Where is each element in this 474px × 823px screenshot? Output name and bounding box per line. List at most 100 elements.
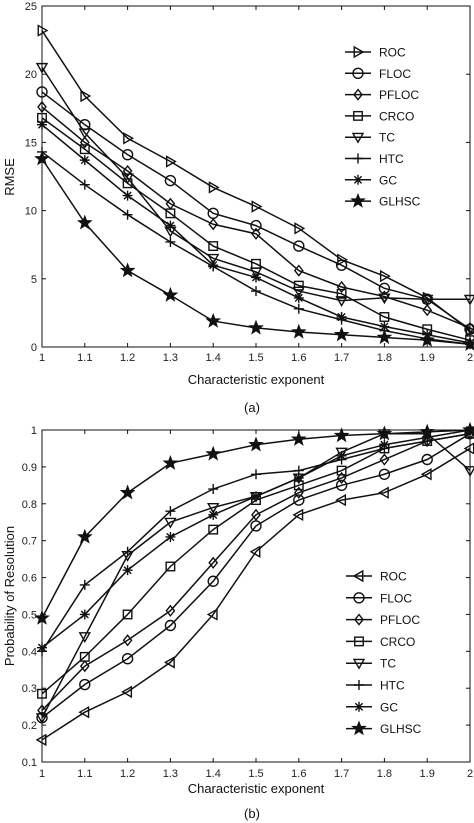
data-point <box>163 656 175 669</box>
x-tick-label: 1.5 <box>248 352 263 364</box>
data-point <box>251 200 263 213</box>
data-point <box>119 484 136 500</box>
legend-marker <box>353 592 365 604</box>
data-point <box>122 609 133 620</box>
legend-label: ROC <box>379 46 406 60</box>
legend-entry-tc: TC <box>346 657 396 671</box>
data-point <box>293 280 304 291</box>
rmse-chart: 1 1.1 1.2 1.3 1.4 1.5 1.6 1.7 1.8 1.9 2 0 5 10 15 20 25… <box>2 1 474 415</box>
data-point <box>208 181 220 194</box>
series-floc <box>36 86 474 335</box>
data-point <box>379 453 390 466</box>
data-point <box>78 128 92 140</box>
data-point <box>208 218 219 231</box>
data-point <box>335 493 347 507</box>
y-tick-label: 0.9 <box>22 462 37 474</box>
x-tick-label: 1.2 <box>120 352 135 364</box>
legend: ROC FLOC PFLOC CRCO TC HTC GC GLHSC <box>346 570 422 736</box>
data-point <box>79 579 90 590</box>
data-point <box>336 280 347 294</box>
y-tick-label: 0.3 <box>22 683 37 695</box>
x-tick-label: 2 <box>467 352 473 364</box>
legend-marker <box>352 658 366 670</box>
data-point <box>251 508 261 521</box>
data-point <box>208 241 219 252</box>
series-line <box>41 432 471 711</box>
data-point <box>421 453 433 466</box>
legend-marker <box>354 636 364 647</box>
x-tick-label: 1.1 <box>77 352 92 364</box>
x-axis-label: Characteristic exponent <box>188 781 325 796</box>
series-line <box>41 429 471 619</box>
data-point <box>462 421 474 437</box>
data-point <box>293 264 304 277</box>
data-point <box>293 472 304 483</box>
x-tick-label: 1.3 <box>163 352 178 364</box>
series-tc <box>35 62 474 308</box>
data-point <box>335 296 348 308</box>
series-line <box>41 91 471 330</box>
data-point <box>248 436 264 452</box>
probability-chart: 1 1.1 1.2 1.3 1.4 1.5 1.6 1.7 1.8 1.9 2 0.10.20.30… <box>2 421 474 821</box>
legend-label: PFLOC <box>379 88 419 102</box>
data-point <box>37 24 49 37</box>
series-line <box>41 447 471 741</box>
data-point <box>336 311 347 322</box>
data-point <box>293 486 304 499</box>
series-line <box>41 151 471 346</box>
x-tick-label: 2 <box>467 768 473 780</box>
data-point <box>34 609 50 625</box>
x-tick-label: 1.7 <box>334 768 349 780</box>
data-point <box>206 608 218 621</box>
x-tick-label: 1.2 <box>120 768 135 780</box>
y-tick-label: 15 <box>25 137 37 149</box>
legend-entry-pfloc: PFLOC <box>346 613 420 627</box>
data-point <box>251 491 261 502</box>
data-point <box>422 304 433 317</box>
data-point <box>122 634 133 647</box>
x-tick-label: 1.8 <box>377 352 392 364</box>
data-point <box>419 331 436 347</box>
legend-marker <box>353 174 363 185</box>
data-point <box>206 503 220 514</box>
data-point <box>205 312 222 328</box>
series-line <box>41 66 470 302</box>
data-point <box>293 292 304 303</box>
series-roc <box>37 24 474 337</box>
legend-entry-glhsc: GLHSC <box>346 720 422 736</box>
series-roc <box>35 442 474 747</box>
y-tick-label: 0.8 <box>22 499 37 511</box>
data-point <box>76 214 93 230</box>
data-point <box>208 509 219 520</box>
data-point <box>290 430 307 446</box>
x-tick-label: 1.4 <box>206 768 221 780</box>
legend-label: FLOC <box>380 591 412 605</box>
x-tick-label: 1.3 <box>163 768 178 780</box>
legend: ROC FLOC PFLOC CRCO TC HTC GC GLHSC <box>345 46 421 209</box>
data-point <box>121 148 134 161</box>
data-point <box>208 260 219 271</box>
data-point <box>293 240 305 252</box>
data-point <box>377 486 389 499</box>
data-point <box>122 190 133 201</box>
data-point <box>294 222 306 235</box>
legend-label: CRCO <box>379 109 414 123</box>
data-point <box>78 705 90 719</box>
data-point <box>293 494 305 506</box>
x-tick-label: 1 <box>39 768 45 780</box>
legend-label: GC <box>379 173 397 187</box>
data-point <box>337 253 349 266</box>
legend-entry-htc: HTC <box>345 152 404 166</box>
series-line <box>41 433 471 719</box>
data-point <box>205 445 222 461</box>
data-point <box>420 294 434 306</box>
data-point <box>119 262 136 278</box>
legend-marker <box>352 67 364 80</box>
y-tick-label: 25 <box>25 1 37 13</box>
data-point <box>121 653 134 665</box>
data-point <box>378 282 391 295</box>
legend-marker <box>354 701 364 712</box>
legend-label: HTC <box>379 152 404 166</box>
data-point <box>79 136 90 149</box>
data-point <box>165 561 176 572</box>
